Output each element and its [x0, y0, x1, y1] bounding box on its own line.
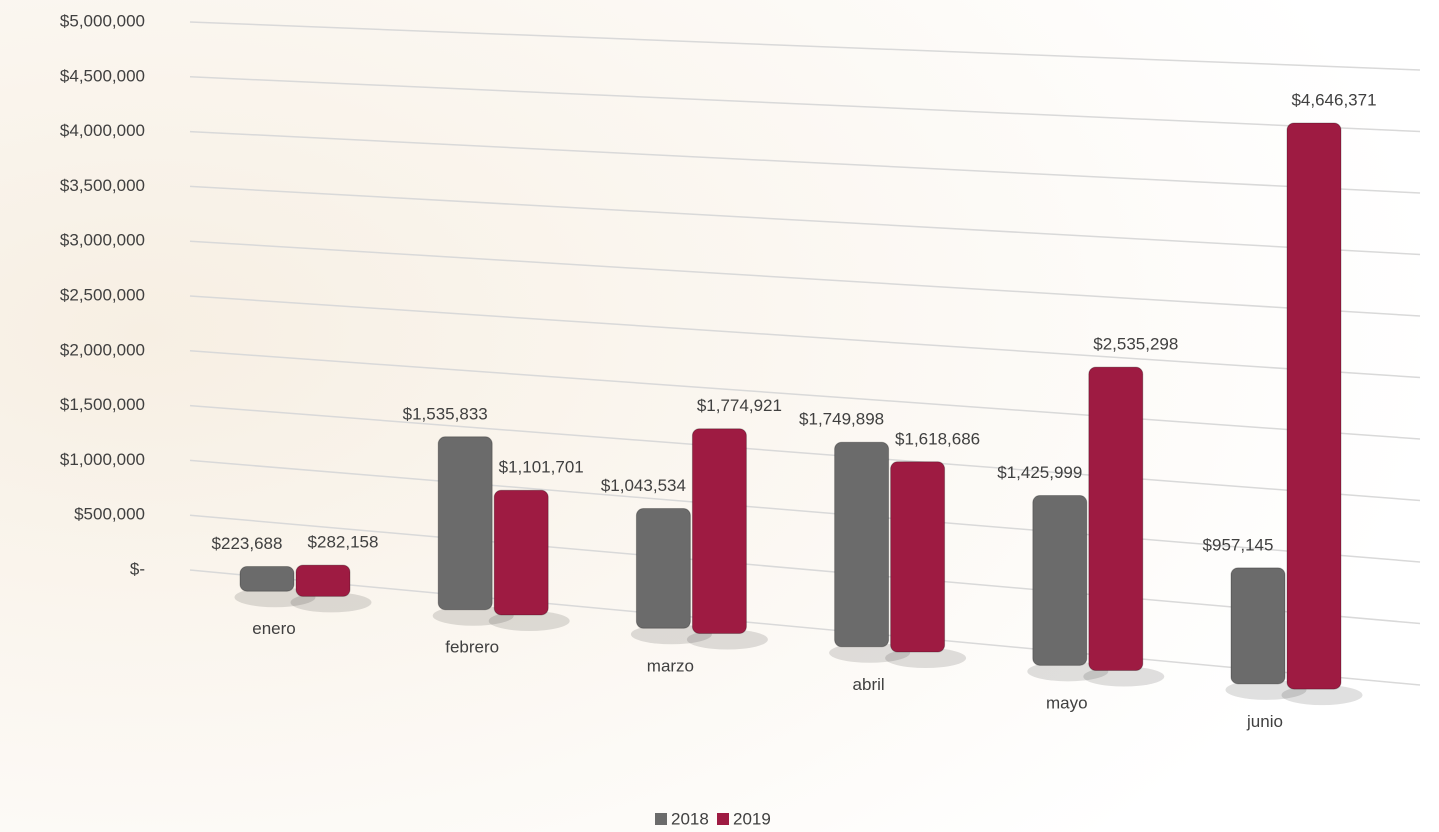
- y-tick-label: $4,500,000: [60, 66, 145, 85]
- value-label: $1,774,921: [697, 396, 782, 415]
- bar: [437, 436, 493, 611]
- legend-label: 2019: [733, 809, 771, 828]
- bar-shadow: [686, 629, 768, 650]
- value-label: $957,145: [1203, 535, 1274, 554]
- bar-shadow: [290, 592, 372, 613]
- value-label: $223,688: [212, 534, 283, 553]
- grid-line: [189, 514, 1421, 625]
- bar: [890, 461, 946, 653]
- grid-line: [189, 350, 1421, 440]
- value-label: $282,158: [308, 533, 379, 552]
- legend-swatch: [717, 813, 729, 825]
- y-tick-label: $1,000,000: [60, 450, 145, 469]
- grid-line: [189, 295, 1421, 379]
- grid-line: [189, 185, 1421, 256]
- bar: [1286, 122, 1342, 690]
- grid-line: [189, 76, 1421, 133]
- bar-shadow: [1083, 666, 1165, 687]
- bar: [1230, 567, 1286, 685]
- bar-shadow: [432, 605, 514, 626]
- value-label: $1,749,898: [799, 410, 884, 429]
- legend-label: 2018: [671, 809, 709, 828]
- value-label: $1,043,534: [601, 476, 686, 495]
- x-tick-label: marzo: [647, 656, 694, 675]
- value-label: $1,618,686: [895, 429, 980, 448]
- x-tick-label: junio: [1246, 712, 1283, 731]
- bar: [1032, 495, 1088, 666]
- grid-line: [189, 404, 1421, 502]
- bar-shadow: [829, 642, 911, 663]
- x-tick-label: febrero: [445, 638, 499, 657]
- bar-shadow: [630, 624, 712, 645]
- y-tick-label: $500,000: [74, 505, 145, 524]
- grid-line: [189, 240, 1421, 317]
- grid-line: [189, 459, 1421, 563]
- y-tick-label: $1,500,000: [60, 395, 145, 414]
- bar: [691, 428, 747, 634]
- y-tick-label: $-: [130, 559, 145, 578]
- value-label: $4,646,371: [1291, 90, 1376, 109]
- bar: [635, 508, 691, 629]
- value-label: $2,535,298: [1093, 335, 1178, 354]
- x-tick-label: abril: [853, 675, 885, 694]
- bar-shadow: [488, 610, 570, 631]
- value-label: $1,535,833: [403, 404, 488, 423]
- grid-line: [189, 130, 1421, 194]
- grid-line: [189, 569, 1421, 686]
- bar-shadow: [1281, 685, 1363, 706]
- y-tick-label: $3,000,000: [60, 231, 145, 250]
- grid-line: [189, 21, 1421, 71]
- x-tick-label: mayo: [1046, 693, 1088, 712]
- bar: [239, 565, 295, 592]
- y-tick-label: $3,500,000: [60, 176, 145, 195]
- bar-shadow: [234, 587, 316, 608]
- bar-shadow: [1027, 661, 1109, 682]
- bar: [295, 564, 351, 597]
- bar: [493, 489, 549, 616]
- x-tick-label: enero: [252, 619, 295, 638]
- legend-swatch: [655, 813, 667, 825]
- bar-shadow: [1225, 679, 1307, 700]
- y-tick-label: $2,000,000: [60, 340, 145, 359]
- y-tick-label: $4,000,000: [60, 121, 145, 140]
- value-label: $1,101,701: [499, 458, 584, 477]
- value-label: $1,425,999: [997, 463, 1082, 482]
- y-tick-label: $5,000,000: [60, 11, 145, 30]
- bar: [834, 441, 890, 648]
- bar-shadow: [885, 648, 967, 669]
- y-tick-label: $2,500,000: [60, 285, 145, 304]
- bar: [1088, 366, 1144, 672]
